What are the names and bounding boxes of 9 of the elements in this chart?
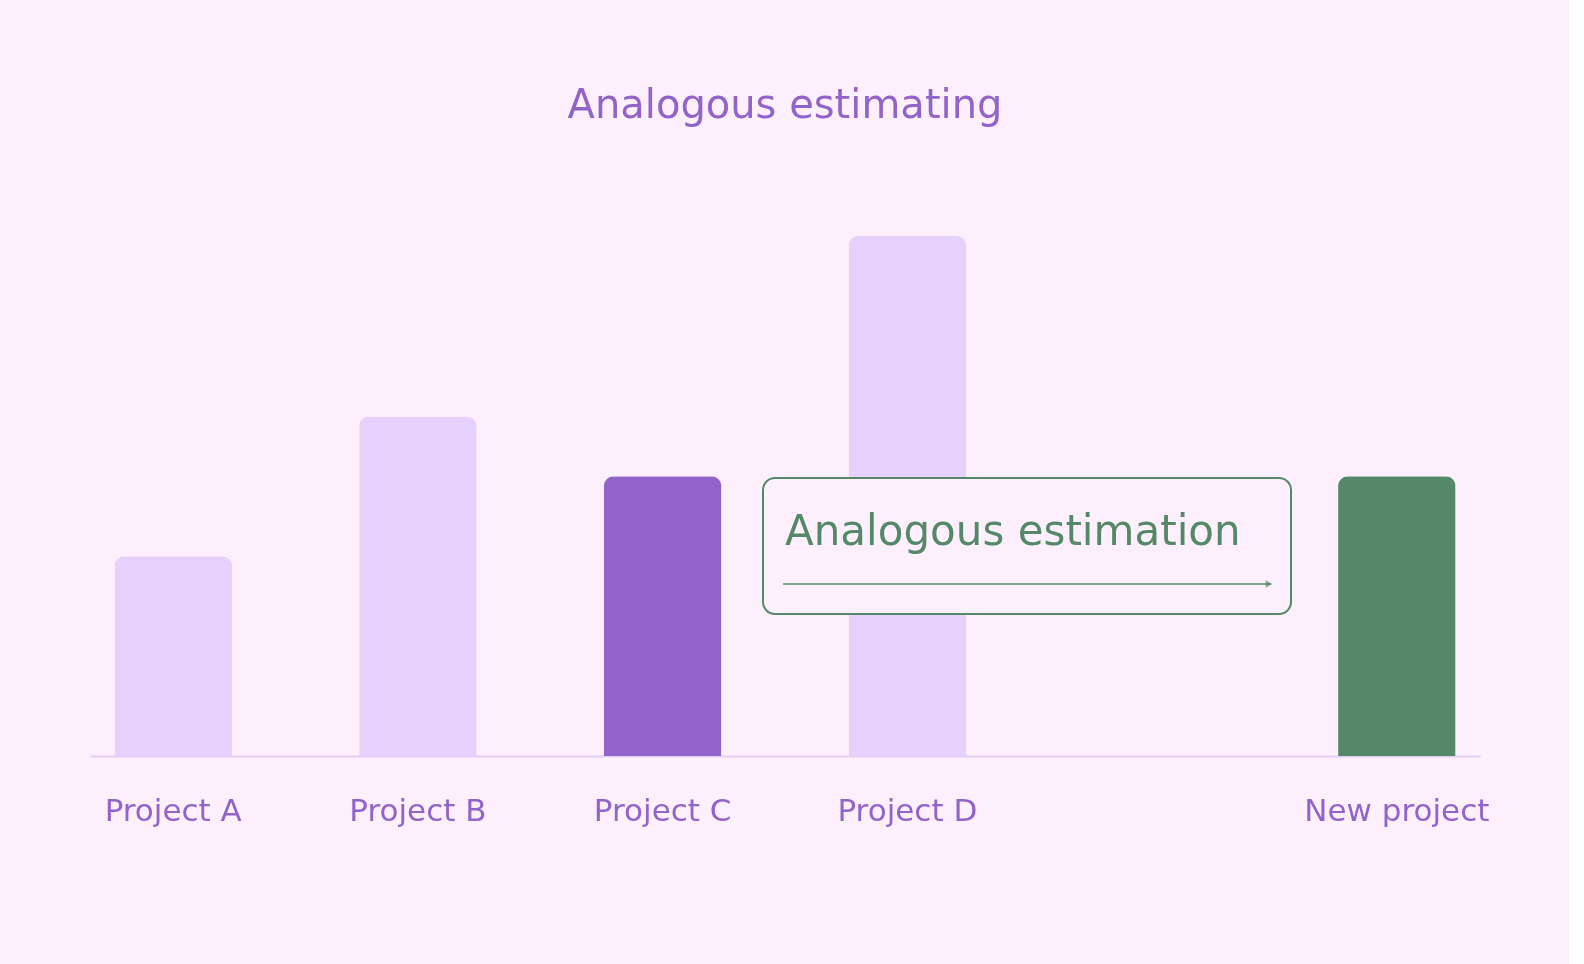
bar	[1338, 476, 1456, 756]
x-tick-label: Project D	[837, 791, 978, 828]
x-tick-label: Project C	[593, 791, 732, 828]
bar	[603, 476, 722, 756]
chart-title: Analogous estimating	[567, 81, 1003, 127]
x-tick-label: Project A	[104, 791, 242, 828]
annotation: Analogous estimation	[785, 506, 1241, 555]
x-tick-label: New project	[1304, 791, 1490, 828]
x-tick-label: Project B	[349, 791, 487, 828]
